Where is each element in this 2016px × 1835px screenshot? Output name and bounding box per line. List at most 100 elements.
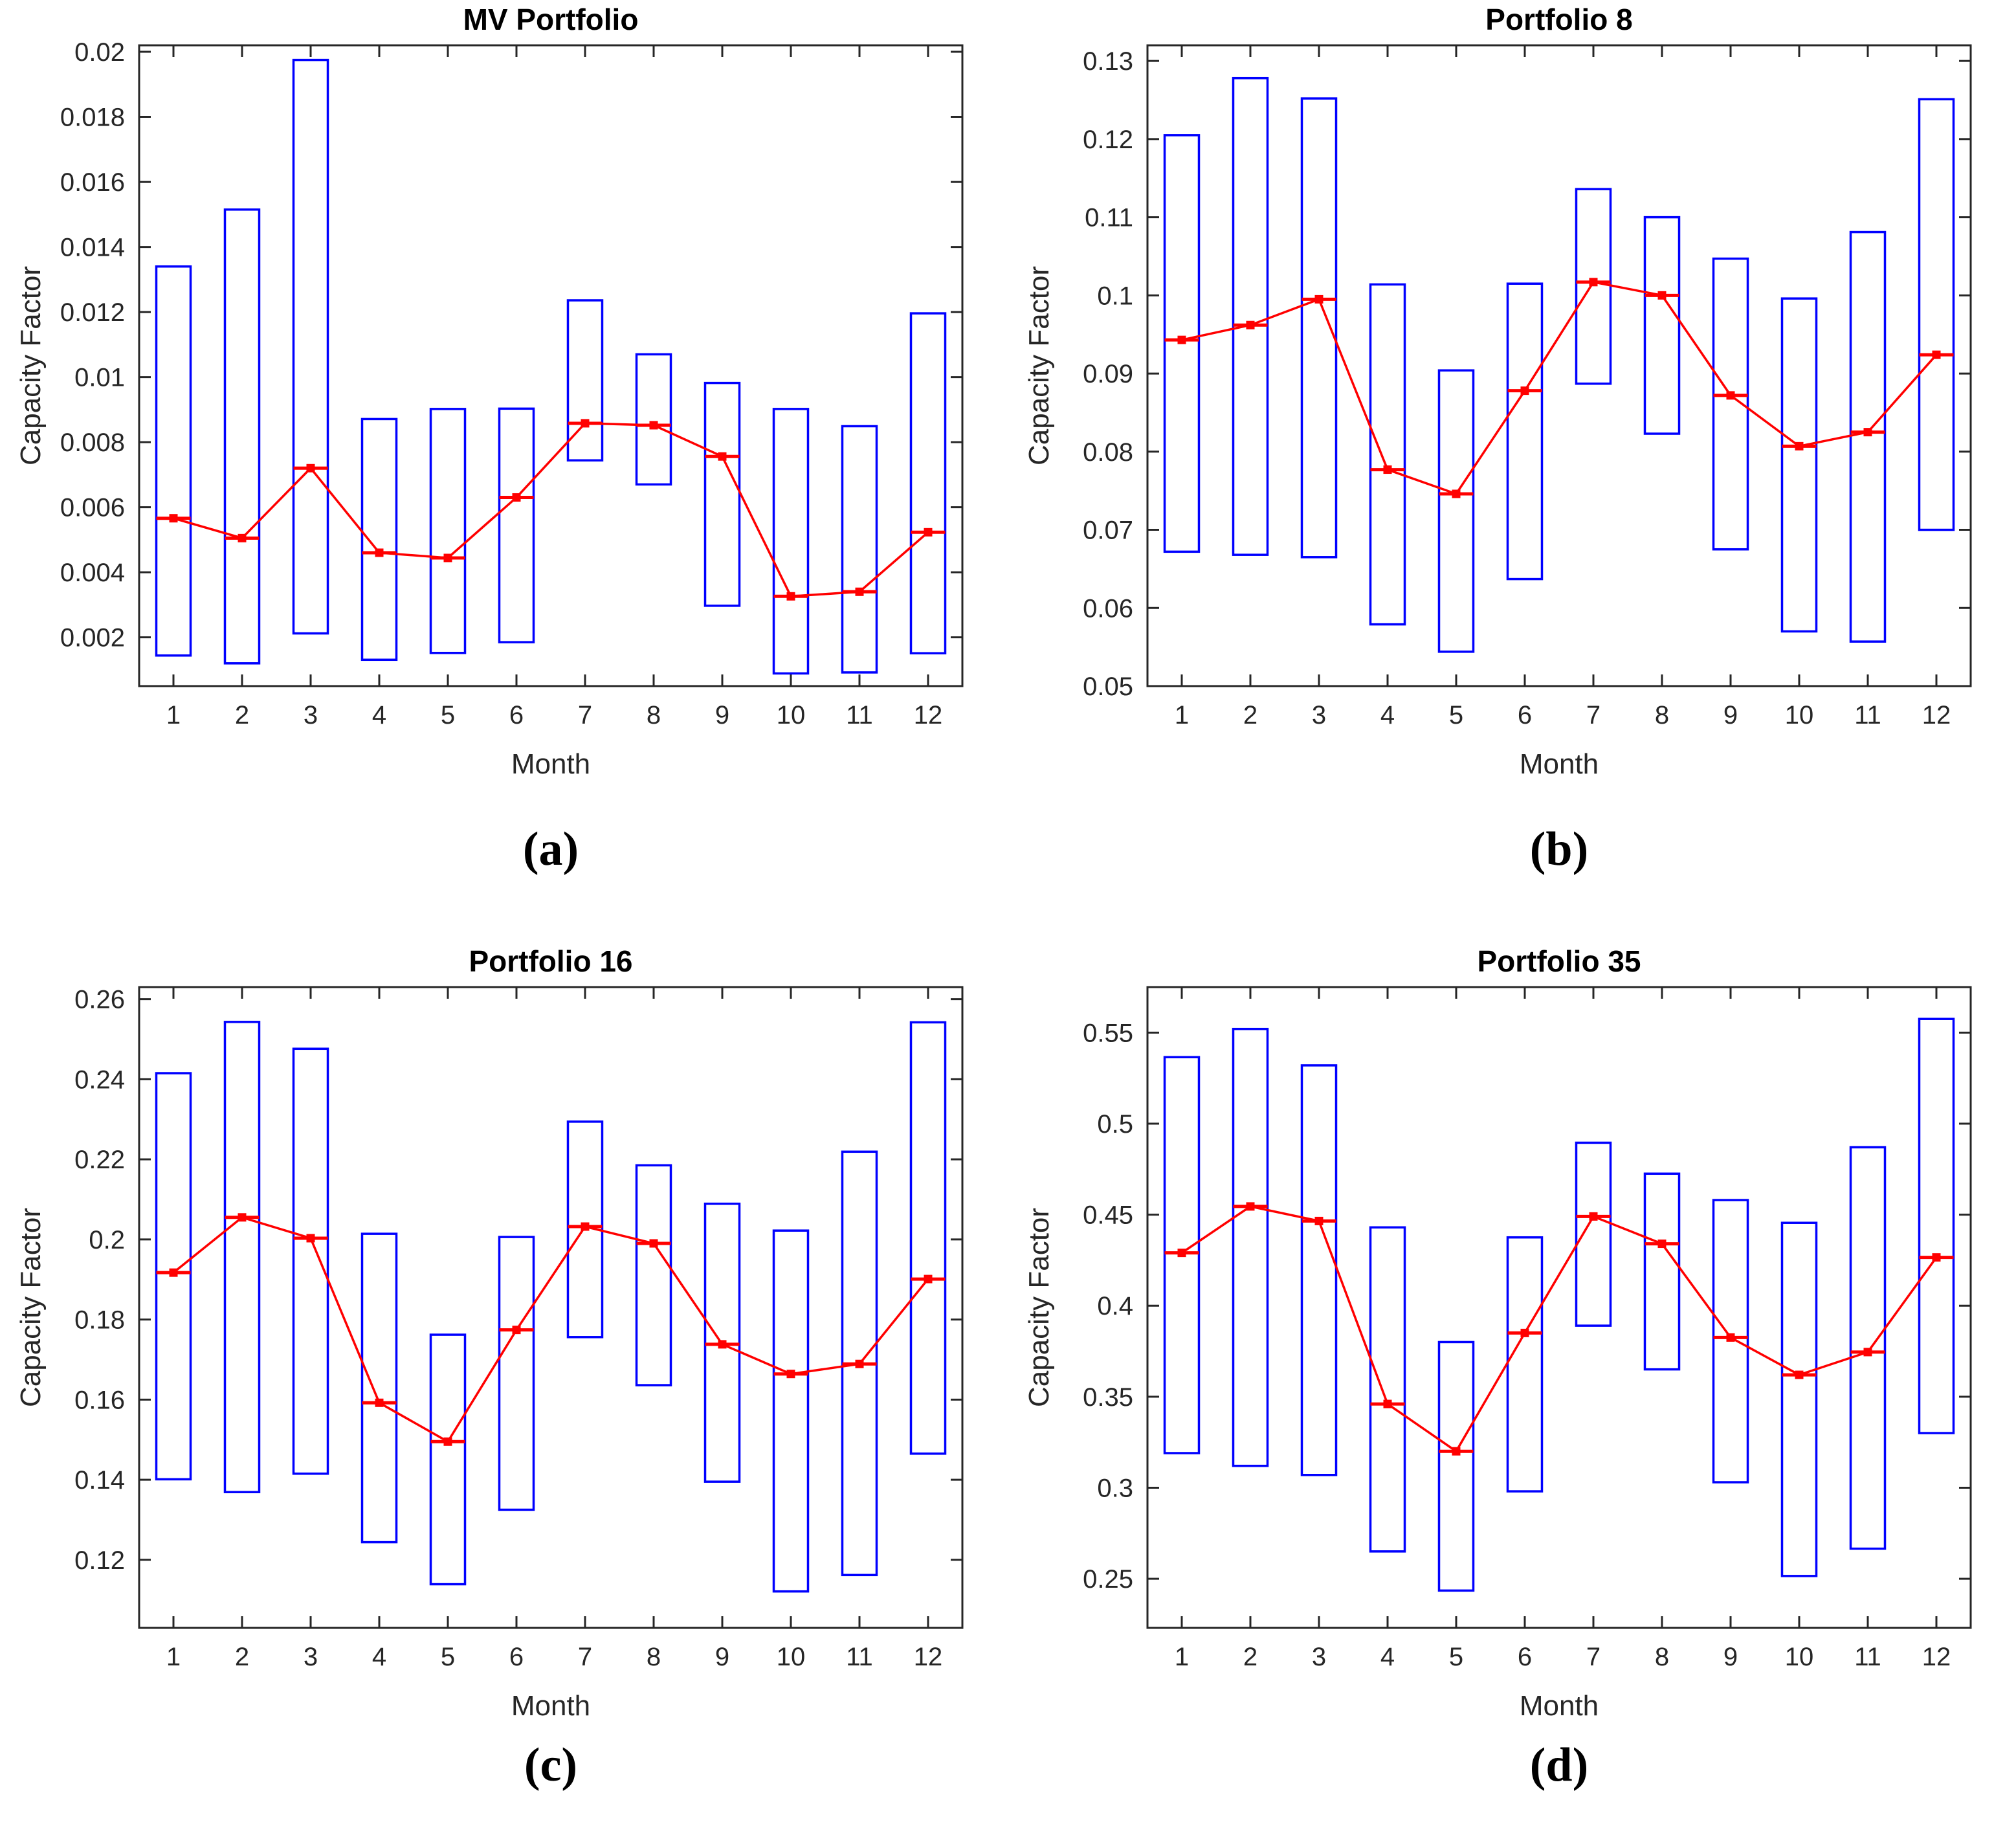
mean-marker xyxy=(238,1213,247,1222)
x-tick-label: 11 xyxy=(1854,1643,1881,1671)
mean-marker xyxy=(1657,1240,1667,1249)
range-box xyxy=(1232,1027,1269,1467)
range-box xyxy=(1712,257,1749,551)
panel-caption-a: (a) xyxy=(522,823,579,876)
x-tick-label: 2 xyxy=(1243,701,1257,729)
range-box xyxy=(635,353,672,486)
chart-svg: Portfolio 81 2 3 4 5 6 7 8 9 10 11 120.050.060.070.… xyxy=(1023,3,1972,780)
x-tick-label: 4 xyxy=(1380,1643,1395,1671)
mean-marker xyxy=(169,1268,178,1277)
range-box xyxy=(1712,1199,1749,1484)
x-tick-label: 11 xyxy=(846,701,873,729)
mean-marker xyxy=(238,533,247,542)
x-tick-label: 8 xyxy=(647,1643,661,1671)
y-tick-label: 0.06 xyxy=(1083,594,1133,623)
range-box xyxy=(1849,230,1887,643)
y-tick-label: 0.12 xyxy=(1083,126,1133,154)
range-box xyxy=(155,265,192,657)
x-tick-label: 9 xyxy=(1723,1643,1738,1671)
range-box xyxy=(1575,1141,1612,1327)
mean-marker xyxy=(1452,1447,1461,1456)
y-tick-label: 0.3 xyxy=(1097,1474,1133,1502)
x-tick-label: 1 xyxy=(166,701,181,729)
panel-caption-c: (c) xyxy=(524,1739,578,1792)
x-tick-label: 7 xyxy=(578,1643,592,1671)
mean-marker xyxy=(1314,295,1324,304)
range-box xyxy=(223,1021,261,1493)
range-box xyxy=(772,1229,810,1593)
mean-marker xyxy=(786,592,795,601)
range-box xyxy=(1300,1064,1338,1476)
mean-marker xyxy=(1246,1202,1255,1211)
y-tick-label: 0.004 xyxy=(60,559,125,587)
y-tick-label: 0.08 xyxy=(1083,438,1133,467)
y-tick-label: 0.45 xyxy=(1083,1201,1133,1230)
y-axis-label: Capacity Factor xyxy=(1023,266,1055,465)
chart-title: Portfolio 35 xyxy=(1477,944,1641,978)
y-tick-label: 0.05 xyxy=(1083,673,1133,701)
mean-marker xyxy=(375,548,384,557)
x-tick-label: 1 xyxy=(166,1643,181,1671)
y-tick-label: 0.24 xyxy=(74,1065,125,1094)
y-tick-label: 0.002 xyxy=(60,624,125,652)
y-tick-label: 0.012 xyxy=(60,298,125,327)
range-box xyxy=(429,1333,467,1586)
mean-marker xyxy=(169,514,178,523)
y-tick-label: 0.55 xyxy=(1083,1019,1133,1047)
y-tick-label: 0.25 xyxy=(1083,1565,1133,1594)
range-box xyxy=(772,408,810,675)
mean-marker xyxy=(306,1234,315,1243)
x-tick-label: 11 xyxy=(1854,701,1881,729)
range-box xyxy=(1163,1056,1201,1454)
range-box xyxy=(498,407,535,643)
x-tick-label: 6 xyxy=(1518,1643,1532,1671)
y-tick-label: 0.2 xyxy=(89,1226,125,1254)
range-box xyxy=(498,1236,535,1511)
range-box xyxy=(1369,1226,1406,1553)
y-tick-label: 0.22 xyxy=(74,1146,125,1174)
mean-marker xyxy=(1795,441,1804,450)
range-box xyxy=(223,208,261,665)
y-axis-label: Capacity Factor xyxy=(1023,1208,1055,1407)
x-tick-label: 4 xyxy=(372,1643,386,1671)
y-tick-label: 0.07 xyxy=(1083,517,1133,545)
range-box xyxy=(155,1072,192,1481)
chart-title: Portfolio 16 xyxy=(469,944,632,978)
mean-marker xyxy=(855,1359,864,1368)
x-tick-label: 5 xyxy=(1449,1643,1463,1671)
chart-title: MV Portfolio xyxy=(463,3,639,36)
range-box xyxy=(1369,283,1406,626)
mean-marker xyxy=(649,421,658,430)
y-tick-label: 0.008 xyxy=(60,428,125,457)
y-tick-label: 0.01 xyxy=(74,364,125,392)
y-tick-label: 0.016 xyxy=(60,168,125,197)
x-tick-label: 5 xyxy=(1449,701,1463,729)
range-boxes xyxy=(155,58,947,675)
x-axis-label: Month xyxy=(511,748,590,780)
x-tick-label: 9 xyxy=(1723,701,1738,729)
range-box xyxy=(1437,1340,1475,1592)
range-box xyxy=(1232,76,1269,556)
mean-line xyxy=(1181,1205,1938,1453)
mean-marker xyxy=(1383,465,1392,474)
mean-line xyxy=(173,422,929,598)
x-tick-label: 2 xyxy=(235,701,249,729)
axes xyxy=(138,44,964,687)
axes xyxy=(1146,986,1972,1629)
y-axis-label: Capacity Factor xyxy=(15,1208,47,1407)
mean-marker xyxy=(786,1370,795,1379)
range-box xyxy=(360,1232,398,1544)
range-boxes xyxy=(1163,76,1955,653)
mean-marker xyxy=(1589,278,1598,287)
y-tick-label: 0.09 xyxy=(1083,360,1133,388)
mean-marker xyxy=(375,1398,384,1407)
x-tick-label: 11 xyxy=(846,1643,873,1671)
mean-marker xyxy=(1452,489,1461,498)
mean-marker xyxy=(581,1222,590,1231)
range-box xyxy=(1300,97,1338,559)
mean-marker xyxy=(306,463,315,473)
x-tick-label: 10 xyxy=(777,701,806,729)
range-box xyxy=(292,1047,329,1475)
x-tick-label: 1 xyxy=(1175,1643,1189,1671)
